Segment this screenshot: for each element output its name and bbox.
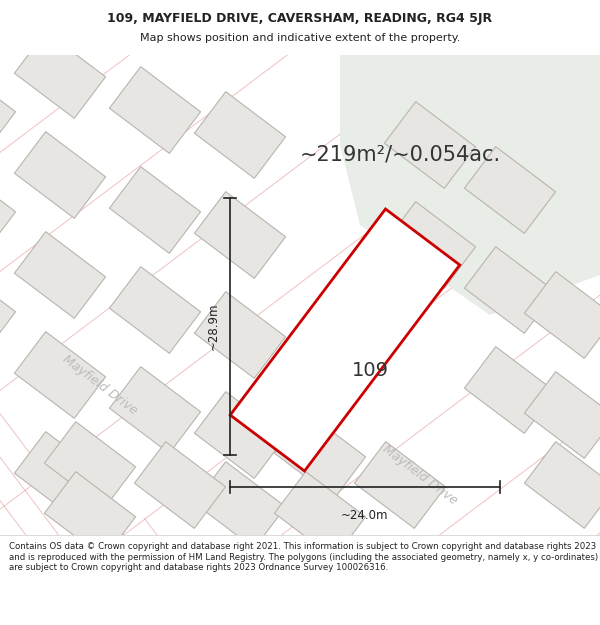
Polygon shape — [464, 147, 556, 233]
Polygon shape — [44, 472, 136, 558]
Polygon shape — [109, 367, 200, 453]
Polygon shape — [524, 372, 600, 458]
Text: Contains OS data © Crown copyright and database right 2021. This information is : Contains OS data © Crown copyright and d… — [9, 542, 598, 572]
Polygon shape — [385, 102, 476, 188]
Polygon shape — [14, 32, 106, 118]
Polygon shape — [194, 192, 286, 278]
Text: Mayfield Drive: Mayfield Drive — [60, 352, 140, 418]
Polygon shape — [524, 442, 600, 528]
Polygon shape — [14, 232, 106, 318]
Polygon shape — [274, 472, 365, 558]
Polygon shape — [194, 392, 286, 478]
Polygon shape — [524, 272, 600, 358]
Polygon shape — [194, 292, 286, 378]
Polygon shape — [134, 442, 226, 528]
Text: Map shows position and indicative extent of the property.: Map shows position and indicative extent… — [140, 33, 460, 43]
Polygon shape — [464, 347, 556, 433]
Text: ~219m²/~0.054ac.: ~219m²/~0.054ac. — [300, 145, 501, 165]
Polygon shape — [109, 167, 200, 253]
Polygon shape — [194, 462, 286, 548]
Text: ~24.0m: ~24.0m — [341, 509, 389, 522]
Polygon shape — [194, 92, 286, 178]
Polygon shape — [0, 167, 16, 253]
Text: Mayfield Drive: Mayfield Drive — [380, 442, 460, 508]
Polygon shape — [44, 422, 136, 508]
Text: 109: 109 — [352, 361, 389, 379]
Polygon shape — [274, 412, 365, 498]
Polygon shape — [14, 432, 106, 518]
Polygon shape — [14, 332, 106, 418]
Polygon shape — [109, 267, 200, 353]
Polygon shape — [385, 202, 476, 288]
Polygon shape — [0, 267, 16, 353]
Polygon shape — [355, 442, 446, 528]
Text: 109, MAYFIELD DRIVE, CAVERSHAM, READING, RG4 5JR: 109, MAYFIELD DRIVE, CAVERSHAM, READING,… — [107, 12, 493, 25]
Polygon shape — [14, 132, 106, 218]
Polygon shape — [464, 247, 556, 333]
Text: ~28.9m: ~28.9m — [207, 302, 220, 350]
Polygon shape — [340, 55, 600, 315]
Polygon shape — [109, 67, 200, 153]
Polygon shape — [230, 209, 460, 471]
Polygon shape — [0, 67, 16, 153]
